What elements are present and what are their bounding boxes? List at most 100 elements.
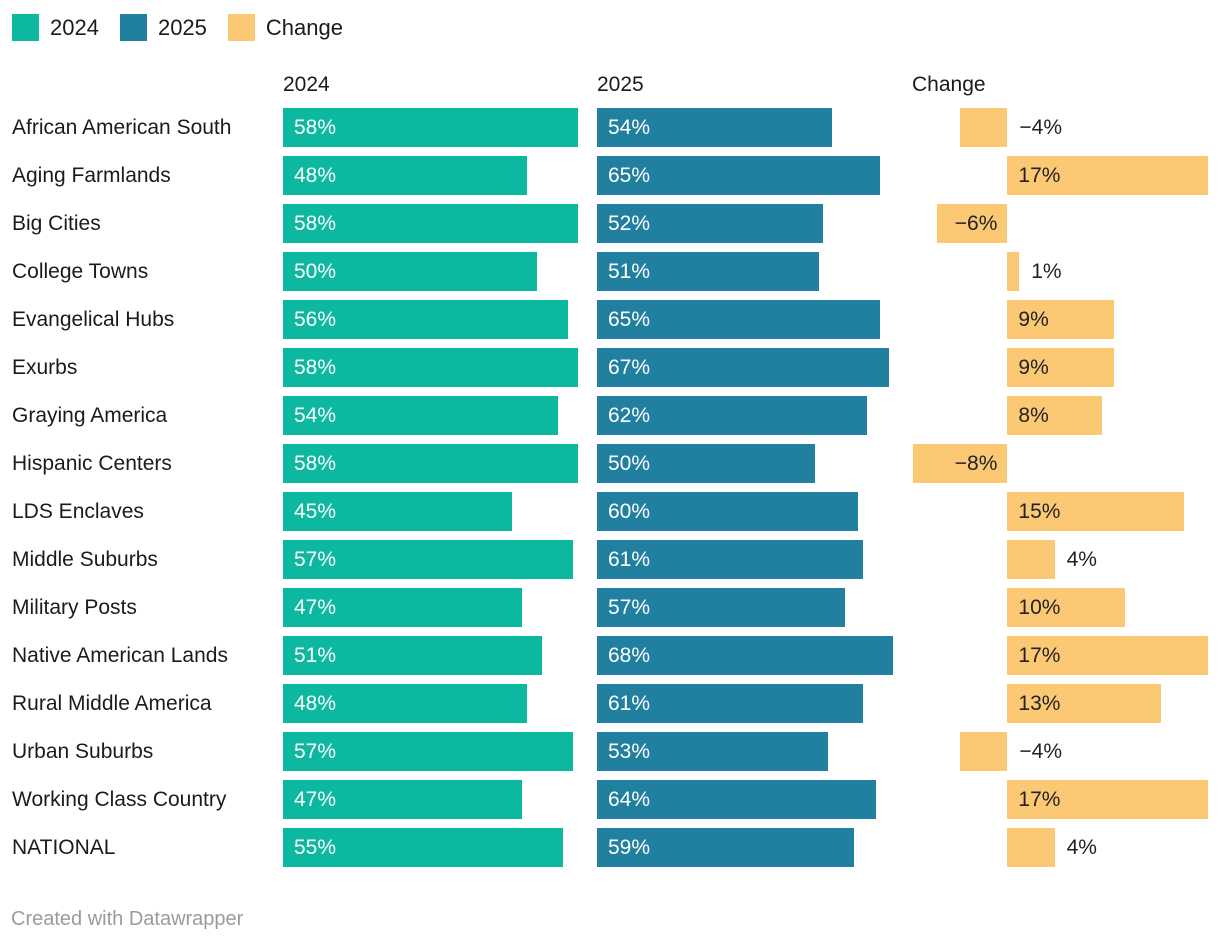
bar-2024: 58% — [283, 348, 578, 387]
bar-value-label: 60% — [608, 500, 651, 523]
bar-2025: 52% — [597, 204, 824, 243]
bar-2025: 62% — [597, 396, 867, 435]
bar-value-label: 62% — [608, 404, 651, 427]
bar-2025: 67% — [597, 348, 889, 387]
bar-2024: 55% — [283, 828, 563, 867]
change-value-label: −8% — [954, 452, 998, 475]
bar-change — [1007, 588, 1126, 627]
bar-value-label: 51% — [608, 260, 651, 283]
change-value-label: 9% — [1018, 356, 1049, 379]
bar-value-label: 61% — [608, 692, 651, 715]
bar-value-label: 67% — [608, 356, 651, 379]
bar-2024: 47% — [283, 588, 523, 627]
bar-value-label: 55% — [294, 836, 337, 859]
change-value-label: 1% — [1031, 260, 1062, 283]
change-value-label: 17% — [1018, 644, 1061, 667]
bar-change — [1007, 156, 1208, 195]
legend-swatch — [119, 14, 147, 41]
bar-value-label: 65% — [608, 308, 651, 331]
bar-change — [1007, 348, 1114, 387]
category-label: Hispanic Centers — [12, 452, 172, 475]
legend-item-change: Change — [227, 14, 343, 41]
bar-2025: 53% — [597, 732, 828, 771]
bar-value-label: 52% — [608, 212, 651, 235]
bar-2024: 58% — [283, 108, 578, 147]
bar-value-label: 58% — [294, 356, 337, 379]
change-value-label: −4% — [1019, 116, 1063, 139]
bar-2025: 57% — [597, 588, 846, 627]
legend-item-2025: 2025 — [119, 14, 207, 41]
bar-2025: 51% — [597, 252, 819, 291]
bar-value-label: 48% — [294, 692, 337, 715]
bar-value-label: 58% — [294, 116, 337, 139]
bar-value-label: 59% — [608, 836, 651, 859]
bar-2024: 50% — [283, 252, 538, 291]
legend-item-2024: 2024 — [12, 14, 99, 41]
bar-2024: 48% — [283, 684, 528, 723]
bar-value-label: 54% — [608, 116, 651, 139]
bar-2025: 60% — [597, 492, 859, 531]
change-value-label: −4% — [1019, 740, 1063, 763]
bar-change — [960, 108, 1008, 147]
bar-2024: 45% — [283, 492, 512, 531]
bar-2025: 68% — [597, 636, 893, 675]
bar-change — [1007, 780, 1208, 819]
bar-change — [1007, 636, 1208, 675]
bar-value-label: 48% — [294, 164, 337, 187]
bar-2024: 47% — [283, 780, 523, 819]
bar-2025: 65% — [597, 156, 880, 195]
bar-value-label: 61% — [608, 548, 651, 571]
column-header-2025: 2025 — [597, 73, 644, 96]
bar-value-label: 64% — [608, 788, 651, 811]
category-label: Big Cities — [12, 212, 101, 235]
bar-value-label: 47% — [294, 596, 337, 619]
legend-swatch — [12, 14, 39, 41]
category-label: College Towns — [12, 260, 149, 283]
bar-2024: 57% — [283, 732, 573, 771]
bar-change — [1007, 492, 1185, 531]
bar-value-label: 57% — [294, 740, 337, 763]
bar-value-label: 53% — [608, 740, 651, 763]
change-value-label: 13% — [1018, 692, 1061, 715]
bar-value-label: 54% — [294, 404, 337, 427]
bar-value-label: 57% — [608, 596, 651, 619]
bar-change — [1007, 396, 1102, 435]
category-label: LDS Enclaves — [12, 500, 144, 523]
column-header-2024: 2024 — [283, 73, 330, 96]
bar-2024: 58% — [283, 204, 578, 243]
category-label: Native American Lands — [12, 644, 228, 667]
bar-2025: 50% — [597, 444, 815, 483]
bar-2025: 54% — [597, 108, 833, 147]
change-value-label: 15% — [1018, 500, 1061, 523]
bar-2024: 48% — [283, 156, 528, 195]
bar-value-label: 45% — [294, 500, 337, 523]
change-value-label: 10% — [1018, 596, 1061, 619]
category-label: Middle Suburbs — [12, 548, 158, 571]
legend-label: 2025 — [157, 15, 207, 40]
category-label: Military Posts — [12, 596, 137, 619]
change-value-label: 4% — [1066, 836, 1097, 859]
category-label: African American South — [12, 116, 232, 139]
bar-change — [1007, 252, 1020, 291]
bar-2025: 65% — [597, 300, 880, 339]
legend-label: 2024 — [50, 15, 99, 40]
category-label: Aging Farmlands — [12, 164, 171, 187]
category-label: Exurbs — [12, 356, 78, 379]
bar-value-label: 57% — [294, 548, 337, 571]
bar-2024: 56% — [283, 300, 568, 339]
bar-change — [1007, 828, 1055, 867]
bar-2024: 58% — [283, 444, 578, 483]
bar-2025: 61% — [597, 684, 863, 723]
bar-value-label: 56% — [294, 308, 337, 331]
legend-label: Change — [265, 15, 343, 40]
category-label: Rural Middle America — [12, 692, 212, 715]
bar-change — [936, 204, 1008, 243]
bar-value-label: 58% — [294, 452, 337, 475]
legend: 2024 2025 Change — [12, 14, 364, 41]
bar-value-label: 47% — [294, 788, 337, 811]
bar-2024: 51% — [283, 636, 543, 675]
change-value-label: 4% — [1066, 548, 1097, 571]
bar-value-label: 50% — [608, 452, 651, 475]
bar-value-label: 65% — [608, 164, 651, 187]
bar-change — [960, 732, 1008, 771]
